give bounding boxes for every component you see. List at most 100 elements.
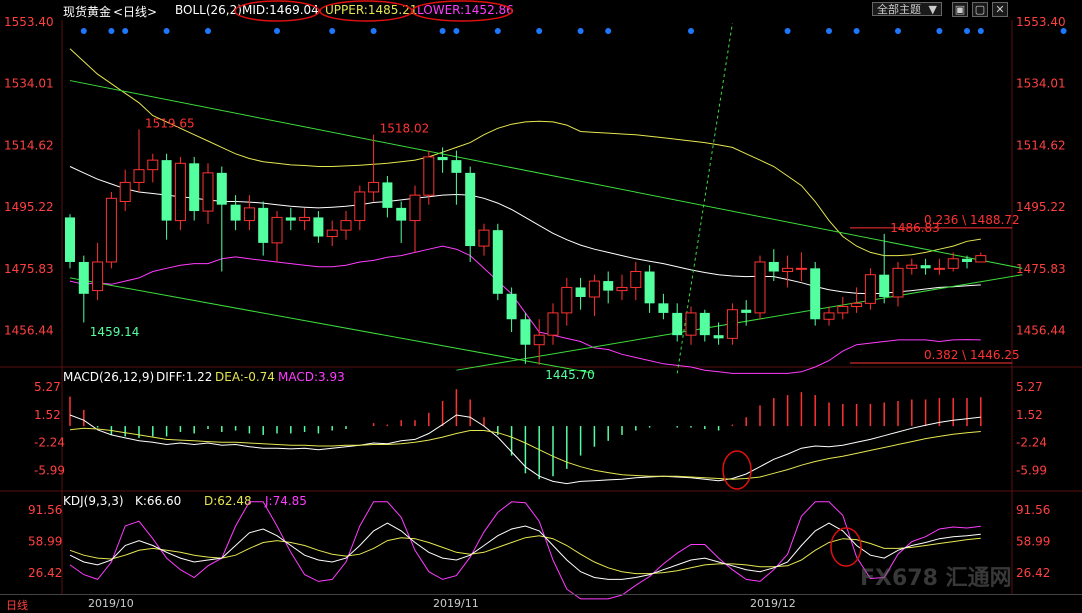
price-annotation: 1445.70 <box>545 368 595 382</box>
chart-header: 现货黄金 <日线> BOLL(26,2) MID:1469.04 UPPER:1… <box>0 0 1082 20</box>
boll-label: BOLL(26,2) <box>175 3 242 17</box>
kdj-tick-left: 26.42 <box>28 566 62 580</box>
candle-body <box>672 312 683 336</box>
chevron-down-icon: ▼ <box>928 3 937 16</box>
candle-body <box>741 309 752 313</box>
candle-body <box>92 261 104 292</box>
candle-body <box>340 220 352 231</box>
signal-dot <box>936 28 943 34</box>
signal-dot <box>439 28 446 34</box>
trendline <box>676 23 733 374</box>
candle-body <box>147 159 159 171</box>
candle-body <box>630 271 642 288</box>
signal-dot <box>605 28 612 34</box>
candle-body <box>174 162 186 222</box>
candle-body <box>299 216 311 222</box>
candle-body <box>906 264 918 269</box>
date-label-oct: 2019/10 <box>88 597 134 610</box>
candle-body <box>216 172 227 205</box>
candle-body <box>851 302 863 308</box>
price-tick-right: 1534.01 <box>1016 77 1066 91</box>
price-tick-right: 1495.22 <box>1016 200 1066 214</box>
kdj-d-value: D:62.48 <box>204 494 252 508</box>
signal-dot <box>122 28 129 34</box>
macd-tick-right: 5.27 <box>1016 380 1043 394</box>
maximize-window-button[interactable]: ▢ <box>972 2 988 17</box>
date-label-dec: 2019/12 <box>750 597 796 610</box>
candle-body <box>713 335 724 339</box>
candle-body <box>754 261 766 314</box>
candle-body <box>603 281 614 291</box>
macd-tick-left: -5.99 <box>34 463 65 477</box>
signal-dot <box>205 28 211 34</box>
theme-dropdown-label: 全部主题 <box>877 3 921 16</box>
candle-body <box>975 255 987 263</box>
period-footer-label[interactable]: 日线 <box>6 599 28 612</box>
price-tick-right: 1475.83 <box>1016 262 1066 276</box>
signal-dot <box>329 28 336 34</box>
candle-body <box>795 267 807 270</box>
highlight-ellipse <box>411 0 513 22</box>
candle-body <box>423 156 435 196</box>
price-annotation: 1518.02 <box>380 122 430 136</box>
macd-tick-right: -2.24 <box>1016 436 1047 450</box>
macd-diff-line <box>69 414 981 485</box>
candle-body <box>313 217 324 237</box>
candle-body <box>892 267 904 298</box>
price-annotation: 1486.83 <box>890 221 940 235</box>
macd-dea-value: DEA:-0.74 <box>215 370 275 384</box>
candle-body <box>202 172 214 212</box>
macd-dea-line <box>69 427 981 480</box>
candle-body <box>271 216 283 244</box>
period-label[interactable]: <日线> <box>113 5 158 19</box>
price-tick-left: 1456.44 <box>4 324 54 338</box>
candle-body <box>368 181 380 193</box>
candle-body <box>285 217 296 221</box>
candle-body <box>451 160 462 173</box>
trendline <box>69 277 595 374</box>
price-tick-left: 1553.40 <box>4 15 54 29</box>
price-tick-right: 1456.44 <box>1016 324 1066 338</box>
boll-upper-value: UPPER:1485.21 <box>325 3 418 17</box>
candle-body <box>409 194 421 222</box>
macd-tick-left: 5.27 <box>34 380 61 394</box>
signal-dot <box>688 28 694 34</box>
macd-value: MACD:3.93 <box>278 370 345 384</box>
candle-body <box>189 163 200 212</box>
candle-body <box>588 280 600 298</box>
kdj-tick-right: 58.99 <box>1016 535 1050 549</box>
candle-body <box>230 204 241 221</box>
candle-body <box>947 258 959 269</box>
signal-dot <box>784 28 791 34</box>
candle-body <box>575 287 586 297</box>
price-tick-left: 1534.01 <box>4 77 54 91</box>
price-tick-left: 1495.22 <box>4 200 54 214</box>
kdj-tick-left: 58.99 <box>28 535 62 549</box>
candle-body <box>478 229 490 247</box>
candle-body <box>78 261 89 294</box>
theme-dropdown[interactable]: 全部主题 ▼ <box>872 2 942 16</box>
signal-dot <box>494 28 501 34</box>
trendline <box>456 274 1023 371</box>
candle-body <box>133 169 145 183</box>
fib-level-label: 0.382 \ 1446.25 <box>924 348 1020 362</box>
restore-window-button[interactable]: ▣ <box>952 2 968 17</box>
price-tick-left: 1475.83 <box>4 262 54 276</box>
candle-body <box>920 265 931 269</box>
boll-upper-line <box>69 48 981 257</box>
candle-body <box>864 274 876 304</box>
candle-body <box>119 181 131 203</box>
signal-dot <box>163 28 170 34</box>
candle-body <box>837 306 849 314</box>
candle-body <box>533 334 545 346</box>
signal-dot <box>853 28 860 34</box>
candle-body <box>354 191 366 222</box>
boll-lower-value: LOWER:1452.86 <box>417 3 514 17</box>
signal-dot <box>80 28 87 34</box>
signal-dot <box>826 28 832 34</box>
macd-legend-title: MACD(26,12,9) <box>63 370 155 384</box>
candle-body <box>396 207 407 221</box>
candle-body <box>437 156 448 161</box>
close-window-button[interactable]: ✕ <box>992 2 1008 17</box>
